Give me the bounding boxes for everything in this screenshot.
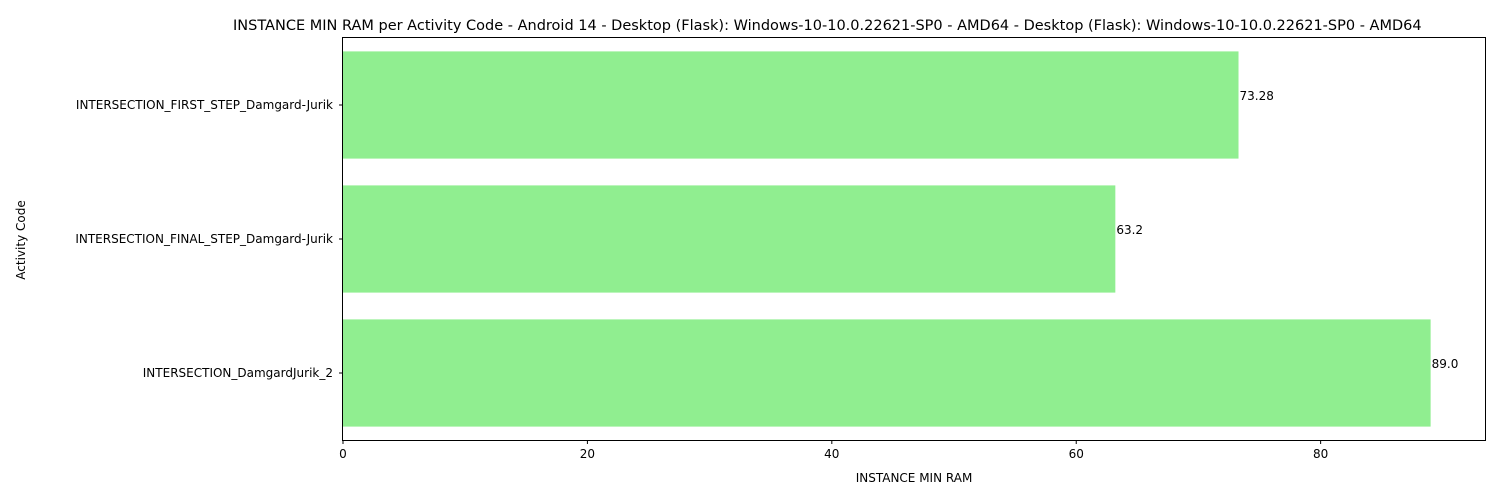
data-label-2: 63.2 [1116, 223, 1143, 237]
x-tick-label-1: 0 [339, 447, 347, 461]
x-tick-label-3: 40 [824, 447, 839, 461]
x-tick-label-2: 20 [580, 447, 595, 461]
chart-title: INSTANCE MIN RAM per Activity Code - And… [233, 18, 1422, 34]
data-labels-group: 73.28 63.2 89.0 [1116, 89, 1458, 371]
data-label-3: 89.0 [1432, 357, 1459, 371]
plot-frame [342, 37, 1486, 441]
x-tick-label-5: 80 [1313, 447, 1328, 461]
y-tick-label-2: INTERSECTION_FINAL_STEP_Damgard-Jurik [75, 232, 333, 246]
y-axis-label: Activity Code [14, 200, 28, 279]
bar-3 [343, 319, 1431, 427]
x-axis-ticks: 0 20 40 60 80 [339, 440, 1328, 461]
y-tick-label-3: INTERSECTION_DamgardJurik_2 [143, 366, 333, 380]
x-tick-label-4: 60 [1069, 447, 1084, 461]
bars-group [343, 51, 1431, 427]
y-tick-label-1: INTERSECTION_FIRST_STEP_Damgard-Jurik [76, 98, 333, 112]
bar-1 [343, 51, 1239, 159]
data-label-1: 73.28 [1240, 89, 1274, 103]
x-axis-label: INSTANCE MIN RAM [856, 471, 973, 485]
y-axis-ticks: INTERSECTION_FIRST_STEP_Damgard-Jurik INT… [75, 98, 343, 380]
bar-2 [343, 185, 1116, 293]
